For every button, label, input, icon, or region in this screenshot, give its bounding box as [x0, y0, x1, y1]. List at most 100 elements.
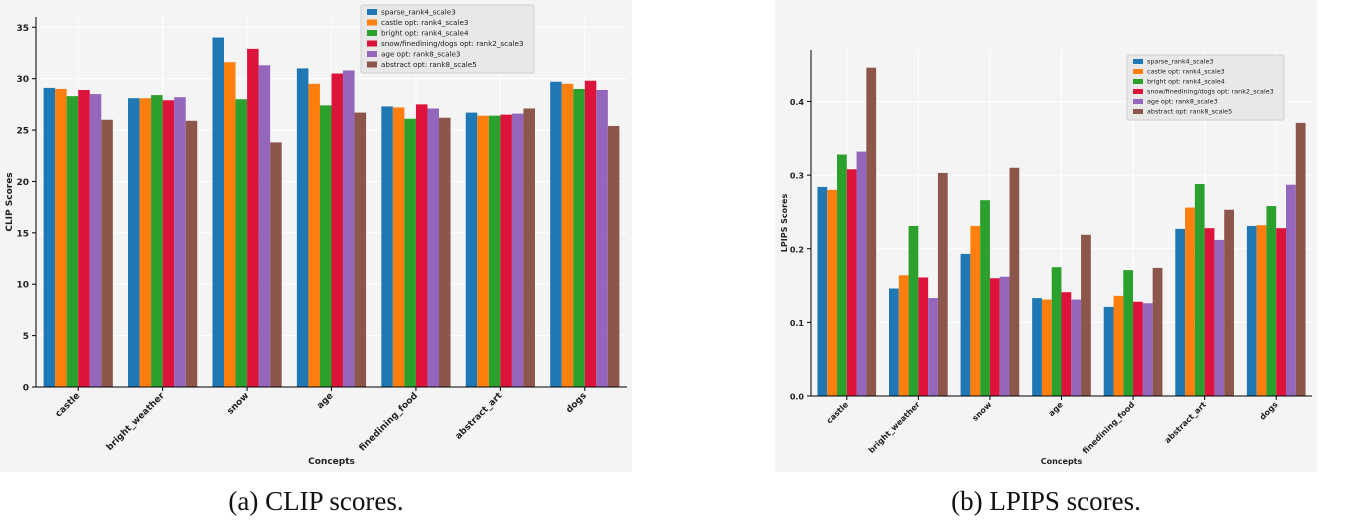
bar-bright_weather-series-2	[908, 225, 919, 396]
legend-swatch-2	[1133, 79, 1143, 84]
bar-bright_weather-series-5	[937, 172, 948, 396]
legend-swatch-3	[1133, 89, 1143, 94]
bar-snow-series-0	[960, 253, 971, 396]
bar-castle-series-2	[66, 96, 79, 387]
bar-snow-series-2	[980, 200, 990, 396]
bar-abstract_art-series-0	[465, 112, 478, 387]
bar-abstract_art-series-0	[1175, 228, 1186, 396]
bar-age-series-2	[319, 105, 332, 387]
bar-abstract_art-series-5	[523, 108, 535, 387]
bar-age-series-4	[343, 70, 355, 387]
legend-entry-4: age opt: rank8_scale3	[381, 50, 461, 59]
bar-castle-series-1	[827, 189, 838, 396]
legend-entry-5: abstract opt: rank8_scale5	[381, 60, 477, 69]
bar-age-series-1	[308, 83, 320, 388]
bar-abstract_art-series-3	[500, 114, 512, 387]
y-tick-label: 20	[16, 178, 29, 188]
legend-entry-0: sparse_rank4_scale3	[1147, 58, 1213, 66]
legend-swatch-4	[1133, 99, 1143, 104]
bar-finedining_food-series-5	[1152, 267, 1163, 396]
legend-box	[360, 4, 535, 74]
y-tick-label: 0	[23, 384, 29, 394]
legend-swatch-0	[367, 9, 377, 15]
y-tick-label: 15	[16, 229, 29, 239]
y-tick-label: 0.4	[790, 98, 805, 107]
bar-dogs-series-2	[1266, 206, 1277, 396]
bar-abstract_art-series-1	[477, 115, 489, 388]
bar-finedining_food-series-0	[381, 106, 393, 388]
y-tick-label: 10	[16, 281, 29, 291]
y-tick-label: 30	[16, 75, 29, 85]
bar-dogs-series-4	[596, 89, 608, 387]
bar-finedining_food-series-3	[1133, 301, 1143, 396]
legend-entry-3: snow/finedining/dogs opt: rank2_scale3	[381, 39, 524, 48]
bar-abstract_art-series-1	[1185, 207, 1195, 396]
bar-bright_weather-series-0	[128, 98, 140, 387]
bar-abstract_art-series-2	[1194, 183, 1205, 396]
bar-finedining_food-series-3	[415, 104, 428, 387]
bar-castle-series-5	[866, 67, 877, 396]
bar-finedining_food-series-2	[1123, 270, 1134, 396]
bar-bright_weather-series-5	[185, 120, 198, 388]
bar-age-series-1	[1041, 299, 1052, 396]
y-tick-label: 25	[16, 127, 29, 137]
bar-finedining_food-series-4	[427, 108, 440, 387]
bar-snow-series-5	[270, 142, 282, 387]
bar-snow-series-1	[223, 62, 236, 387]
y-tick-label: 0.3	[790, 172, 804, 181]
y-axis-label: CLIP Scores	[5, 172, 15, 231]
bar-age-series-3	[331, 73, 344, 388]
legend-entry-0: sparse_rank4_scale3	[381, 8, 456, 17]
bar-bright_weather-series-0	[889, 288, 899, 396]
bar-snow-series-5	[1009, 167, 1020, 396]
legend-box	[1126, 54, 1285, 121]
x-axis-label: Concepts	[308, 457, 355, 467]
bar-castle-series-0	[817, 186, 828, 396]
bar-abstract_art-series-3	[1204, 228, 1215, 396]
bar-finedining_food-series-0	[1103, 306, 1114, 396]
bar-dogs-series-0	[550, 81, 562, 387]
lpips-scores-panel: 0.0 0.1 0.2 0.3 0.4 castle bright_weather snow a…	[775, 0, 1317, 472]
bar-finedining_food-series-1	[1113, 295, 1124, 396]
legend-swatch-5	[367, 61, 377, 68]
bar-castle-series-5	[101, 119, 113, 388]
bar-castle-series-0	[43, 87, 56, 388]
y-axis-label: LPIPS Scores	[780, 194, 789, 253]
bar-bright_weather-series-3	[918, 277, 929, 396]
legend-entry-2: bright opt: rank4_scale4	[1147, 78, 1225, 86]
bar-castle-series-4	[856, 151, 867, 396]
legend-swatch-3	[367, 40, 377, 47]
legend-entry-1: castle opt: rank4_scale3	[381, 18, 468, 27]
bar-age-series-0	[1032, 298, 1042, 396]
x-axis-label: Concepts	[1041, 457, 1083, 466]
bar-dogs-series-0	[1246, 225, 1257, 396]
legend-entry-3: snow/finedining/dogs opt: rank2_scale3	[1147, 88, 1274, 96]
legend-entry-2: bright opt: rank4_scale4	[381, 29, 469, 38]
bar-snow-series-3	[989, 278, 1000, 396]
clip-scores-panel: 0 5 10 15 20 25 30 35 castle bright_weather snow ag…	[0, 0, 632, 472]
bar-castle-series-2	[837, 154, 847, 396]
bar-bright_weather-series-4	[174, 97, 186, 388]
bar-snow-series-3	[247, 48, 259, 387]
bar-finedining_food-series-1	[392, 107, 405, 387]
bar-bright_weather-series-2	[151, 95, 163, 387]
bar-castle-series-1	[55, 88, 67, 387]
bar-age-series-5	[354, 112, 367, 387]
bar-dogs-series-3	[1276, 228, 1286, 396]
legend-swatch-5	[1133, 109, 1143, 114]
caption-clip: (a) CLIP scores.	[228, 486, 404, 516]
legend-entry-4: age opt: rank8_scale3	[1147, 98, 1218, 106]
bar-snow-series-4	[258, 65, 271, 388]
legend-entry-5: abstract opt: rank8_scale5	[1147, 108, 1232, 116]
legend-swatch-2	[367, 30, 377, 36]
bar-snow-series-0	[212, 37, 224, 388]
y-tick-label: 0.1	[790, 319, 805, 328]
bar-snow-series-2	[235, 99, 248, 387]
bar-snow-series-4	[999, 276, 1010, 396]
bar-abstract_art-series-2	[488, 115, 501, 388]
bar-abstract_art-series-4	[511, 113, 524, 387]
legend-swatch-4	[367, 51, 377, 57]
